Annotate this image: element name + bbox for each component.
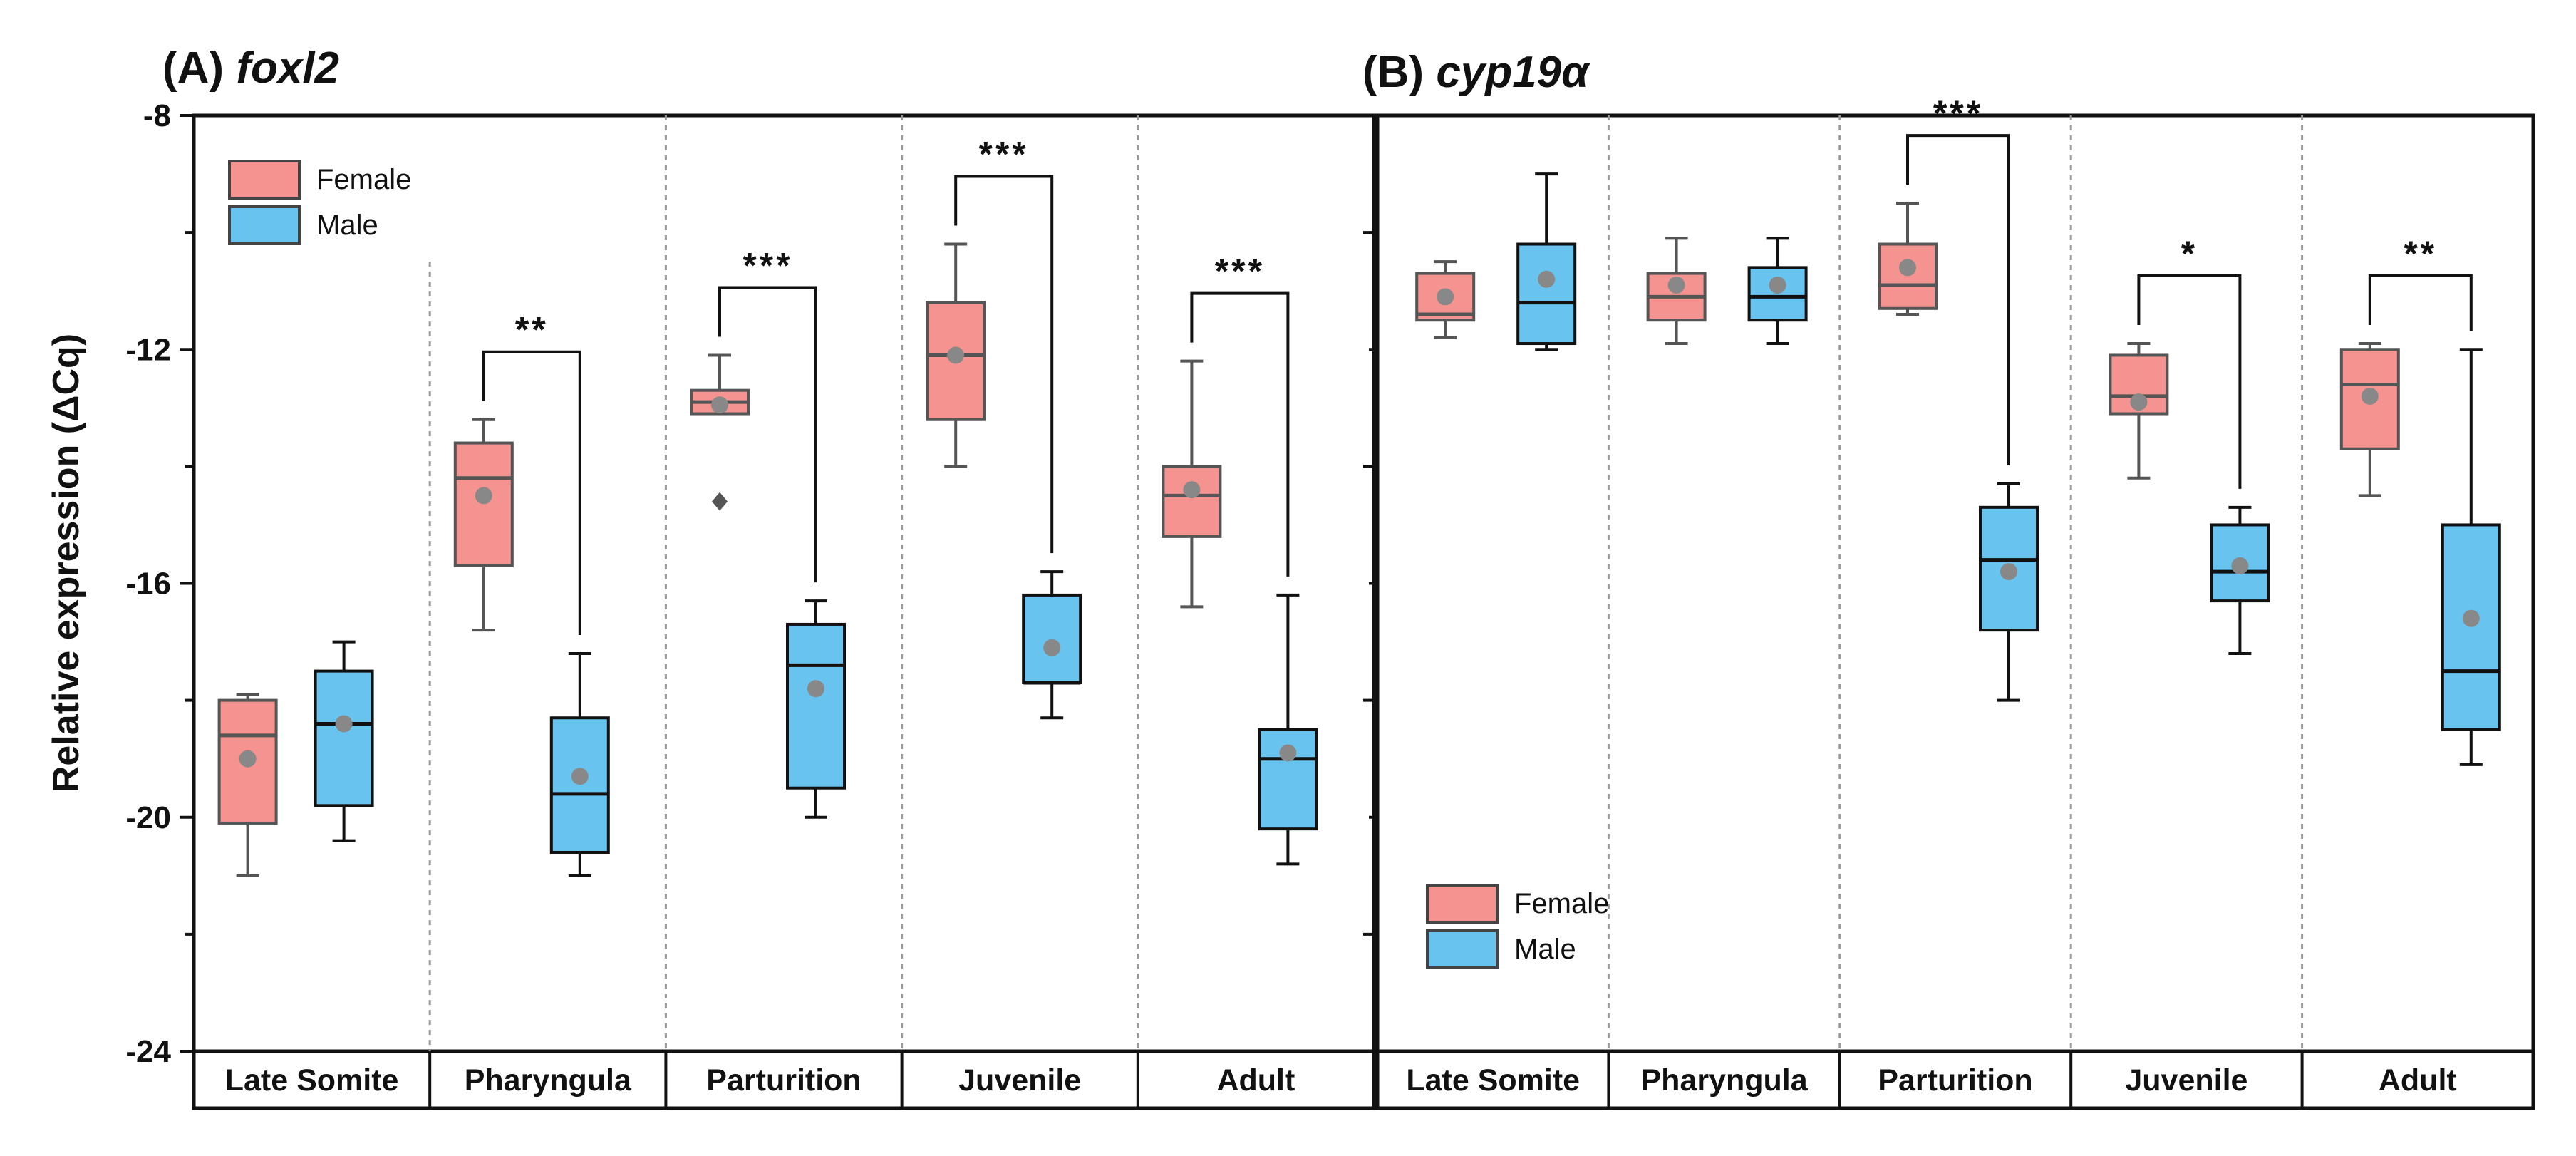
male-adult-mean bbox=[2462, 609, 2480, 627]
category-label-late-somite: Late Somite bbox=[1406, 1063, 1580, 1098]
female-adult-mean bbox=[2361, 387, 2379, 405]
male-late-somite-box bbox=[314, 669, 374, 807]
female-adult-box bbox=[2339, 348, 2400, 450]
female-late-somite-box bbox=[1415, 272, 1476, 322]
significance-parturition-label: *** bbox=[743, 245, 792, 285]
male-adult-box bbox=[1258, 728, 1318, 831]
significance-juvenile-label: * bbox=[2181, 234, 2198, 274]
category-label-juvenile: Juvenile bbox=[2125, 1063, 2247, 1098]
female-pharyngula-mean bbox=[1667, 276, 1685, 294]
y-tick-label: -8 bbox=[143, 98, 171, 133]
female-juvenile-mean bbox=[947, 346, 965, 364]
male-parturition-mean bbox=[807, 680, 824, 698]
male-late-somite-mean bbox=[335, 715, 353, 733]
panel-b-y-axis bbox=[1363, 114, 1377, 1053]
female-late-somite-box bbox=[217, 698, 278, 825]
panel-b-significance: **** ** bbox=[1906, 93, 2473, 489]
female-parturition-mean bbox=[711, 396, 728, 414]
category-label-pharyngula: Pharyngula bbox=[1641, 1063, 1809, 1098]
panel-a-title-gene: foxl2 bbox=[236, 43, 339, 93]
female-adult-mean bbox=[1183, 481, 1201, 499]
female-pharyngula-box bbox=[453, 441, 514, 567]
significance-pharyngula-label: ** bbox=[515, 310, 549, 350]
category-label-parturition: Parturition bbox=[1878, 1063, 2032, 1098]
panel-b-category-band bbox=[1375, 1049, 2535, 1110]
male-juvenile-mean bbox=[1043, 639, 1061, 656]
female-parturition-outlier bbox=[712, 492, 728, 511]
male-adult-mean bbox=[1279, 744, 1297, 762]
panel-b: (B) cyp19α Late Somite Pharyngula Parturit… bbox=[1362, 48, 2535, 1110]
significance-juvenile-bracket bbox=[954, 175, 1054, 554]
male-juvenile-box bbox=[2210, 523, 2270, 603]
panel-a-y-axis: -8 -12 -16 -20 -24 bbox=[125, 98, 194, 1069]
male-adult-box bbox=[2441, 523, 2501, 731]
female-parturition-box bbox=[1878, 242, 1938, 310]
significance-adult-bracket bbox=[2368, 274, 2473, 331]
category-label-late-somite: Late Somite bbox=[225, 1063, 399, 1098]
significance-adult-bracket bbox=[1190, 291, 1290, 577]
male-pharyngula-mean bbox=[1769, 276, 1786, 294]
category-label-pharyngula: Pharyngula bbox=[465, 1063, 632, 1098]
male-late-somite-box bbox=[1516, 242, 1577, 346]
female-juvenile-mean bbox=[2130, 393, 2148, 411]
significance-juvenile-bracket bbox=[2137, 274, 2242, 489]
panel-a-title-prefix: (A) bbox=[162, 43, 224, 93]
y-tick-label: -12 bbox=[125, 332, 171, 367]
legend-swatch-male bbox=[1426, 929, 1499, 969]
female-adult-box bbox=[1162, 465, 1222, 538]
y-tick-label: -16 bbox=[125, 567, 171, 602]
category-label-parturition: Parturition bbox=[706, 1063, 861, 1098]
female-late-somite-mean bbox=[239, 750, 257, 768]
legend-label-female: Female bbox=[316, 164, 411, 195]
panel-a-significance: *********** bbox=[482, 135, 1290, 635]
significance-parturition-bracket bbox=[1906, 134, 2010, 465]
male-pharyngula-box bbox=[549, 716, 610, 854]
category-label-adult: Adult bbox=[1216, 1063, 1295, 1098]
significance-parturition-bracket bbox=[718, 286, 817, 583]
category-label-adult: Adult bbox=[2379, 1063, 2457, 1098]
panel-b-title-prefix: (B) bbox=[1362, 48, 1424, 97]
legend-swatch-female bbox=[228, 160, 301, 200]
panel-b-legend: Female Male bbox=[1426, 884, 1609, 969]
significance-pharyngula-bracket bbox=[482, 350, 581, 635]
panel-a-boxes bbox=[217, 242, 1318, 877]
female-parturition-mean bbox=[1899, 259, 1916, 277]
male-pharyngula-mean bbox=[571, 768, 589, 785]
panel-a-title: (A) foxl2 bbox=[162, 43, 339, 93]
panel-a: (A) foxl2 Relative expression (ΔCq) -8 -1… bbox=[46, 43, 1376, 1110]
legend-label-male: Male bbox=[1514, 934, 1576, 965]
legend-swatch-female bbox=[1426, 884, 1499, 924]
male-late-somite-mean bbox=[1538, 270, 1556, 288]
male-juvenile-mean bbox=[2231, 557, 2249, 574]
male-juvenile-box bbox=[1022, 593, 1082, 685]
y-tick-label: -20 bbox=[125, 800, 171, 835]
panel-b-title: (B) cyp19α bbox=[1362, 48, 1590, 97]
male-pharyngula-box bbox=[1747, 266, 1808, 322]
panel-a-categories: Late Somite Pharyngula Parturition Juvenile… bbox=[225, 1063, 1295, 1098]
panel-b-grid bbox=[1607, 115, 2304, 1108]
male-parturition-box bbox=[786, 622, 846, 790]
panel-a-legend: Female Male bbox=[228, 160, 411, 245]
panel-a-grid bbox=[428, 115, 1139, 1108]
panel-b-categories: Late Somite Pharyngula Parturition Juvenile… bbox=[1406, 1063, 2456, 1098]
legend-label-male: Male bbox=[316, 210, 378, 241]
y-tick-label: -24 bbox=[125, 1034, 171, 1069]
category-label-juvenile: Juvenile bbox=[958, 1063, 1081, 1098]
panel-b-title-gene: cyp19α bbox=[1436, 48, 1590, 97]
y-axis-label: Relative expression (ΔCq) bbox=[46, 334, 87, 793]
panel-b-boxes bbox=[1415, 172, 2501, 766]
panel-a-category-band bbox=[192, 1049, 1376, 1110]
female-pharyngula-mean bbox=[475, 487, 492, 505]
legend-swatch-male bbox=[228, 205, 301, 245]
male-parturition-mean bbox=[2000, 563, 2017, 581]
female-late-somite-mean bbox=[1437, 288, 1454, 306]
significance-adult-label: *** bbox=[1215, 252, 1265, 291]
significance-parturition-label: *** bbox=[1933, 93, 1983, 133]
legend-label-female: Female bbox=[1514, 888, 1609, 919]
significance-juvenile-label: *** bbox=[979, 135, 1029, 175]
significance-adult-label: ** bbox=[2404, 234, 2437, 274]
